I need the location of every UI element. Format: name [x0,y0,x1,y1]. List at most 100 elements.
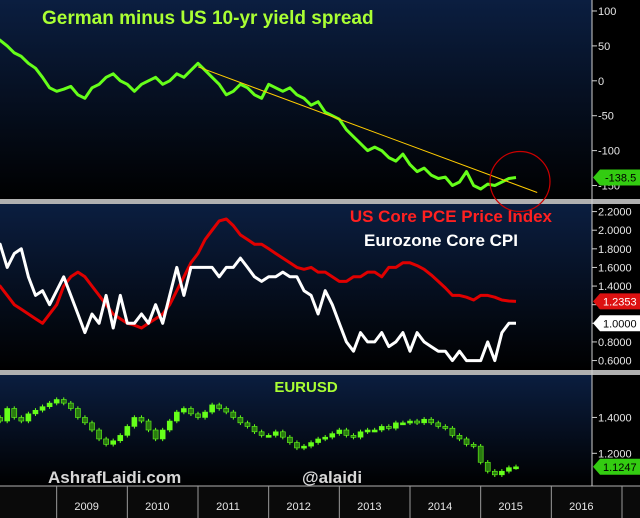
eurusd-bar [188,408,194,415]
eurusd-bar [449,427,456,436]
watermark-site: AshrafLaidi.com [48,468,181,487]
eurusd-bar [258,431,265,436]
eurusd-bar [159,429,166,440]
eurusd-bar [315,438,321,443]
x-tick-label: 2009 [74,501,98,513]
x-tick-label: 2012 [286,501,310,513]
pce-line [0,217,517,330]
eurusd-bar [385,426,392,429]
y-tick-label: 1.4000 [598,412,632,424]
eurusd-bar [470,444,477,447]
eurusd-last-value-label: 1.1247 [603,462,637,474]
spread-last-value-tag [593,169,640,186]
eurusd-bar [145,420,152,431]
eurusd-bar [463,438,470,445]
eurusd-bar [138,417,145,422]
eurusd-bar [322,436,329,440]
y-tick-label: 1.4000 [598,281,632,293]
y-tick-label: -100 [598,146,620,158]
x-tick-label: 2015 [498,501,522,513]
eurusd-bar [393,422,399,429]
eurusd-bar [400,422,406,426]
eurusd-bar [60,399,67,404]
eurusd-bar [32,409,39,415]
spread-last-value-label: -138.5 [605,172,636,184]
y-tick-label: -50 [598,111,614,123]
y-tick-label: 1.6000 [598,262,632,274]
eurusd-bar [0,417,3,422]
eurusd-bar [110,440,116,445]
eurusd-bar [513,466,519,470]
eurusd-bar [499,470,505,476]
eurusd-bar [265,435,272,438]
panel-separator-1 [0,199,640,204]
eurusd-bar [301,445,307,449]
eurusd-bar [202,411,208,418]
y-tick-label: 1.2000 [598,448,632,460]
eurusd-bar [244,422,251,427]
eurusd-bar [329,433,336,438]
eurusd-bar [216,404,222,409]
eurusd-bar [294,442,300,449]
x-tick-label: 2011 [216,501,240,513]
eurusd-bar [272,431,279,436]
eurusd-bar [336,429,343,434]
eurusd-bar [195,413,201,418]
eurusd-bar [378,426,385,431]
eurusd-bar [223,408,230,413]
cpi-legend-label: Eurozone Core CPI [364,231,518,250]
eurusd-bar [414,420,420,424]
pce-last-value-label: 1.2353 [603,296,637,308]
cpi-last-value-label: 1.0000 [603,318,637,330]
eurusd-bar [308,442,314,447]
y-tick-label: 0.6000 [598,356,632,368]
spread-chart-title: German minus US 10-yr yield spread [42,8,374,29]
x-tick-label: 2010 [145,501,169,513]
eurusd-bar [82,417,88,424]
x-tick-label: 2014 [428,501,452,513]
eurusd-bar [75,408,81,418]
eurusd-bar [251,426,258,433]
highlight-circle [489,150,551,213]
eurusd-bar [11,408,18,418]
eurusd-bar [230,411,237,418]
eurusd-bar [343,429,350,436]
eurusd-bar [4,408,10,422]
panel-separator-2 [0,370,640,375]
eurusd-bar [364,429,371,433]
eurusd-bar [506,467,512,472]
eurusd-bar [428,418,435,424]
eurusd-bar [124,426,131,436]
eurusd-bar [477,445,484,463]
y-tick-label: 2.0000 [598,225,632,237]
eurusd-bar [407,420,413,424]
eurusd-bar [421,418,427,424]
eurusd-bar [456,435,463,440]
eurusd-bar [39,406,46,411]
eurusd-bar [435,422,442,427]
eurusd-bar [491,470,498,476]
cpi-last-value-tag [593,315,640,332]
cpi-line [0,242,516,363]
y-tick-label: 0 [598,76,604,88]
eurusd-bar [357,431,364,438]
y-tick-label: 0.8000 [598,337,632,349]
eurusd-bar [442,426,449,429]
eurusd-last-value-tag [593,458,640,475]
eurusd-bar [131,417,138,427]
eurusd-bar [174,411,180,422]
pce-legend-label: US Core PCE Price Index [350,207,553,226]
eurusd-bar [89,422,95,431]
eurusd-bar [484,461,491,472]
eurusd-bar [53,399,60,404]
eurusd-bar [350,435,357,438]
eurusd-bar [68,402,74,409]
y-tick-label: 100 [598,6,616,18]
eurusd-bar [96,429,102,440]
eurusd-bar [371,429,378,433]
pce-last-value-tag [593,293,640,310]
y-tick-label: 1.8000 [598,244,632,256]
eurusd-bar [279,431,286,438]
spread-line [0,38,517,191]
